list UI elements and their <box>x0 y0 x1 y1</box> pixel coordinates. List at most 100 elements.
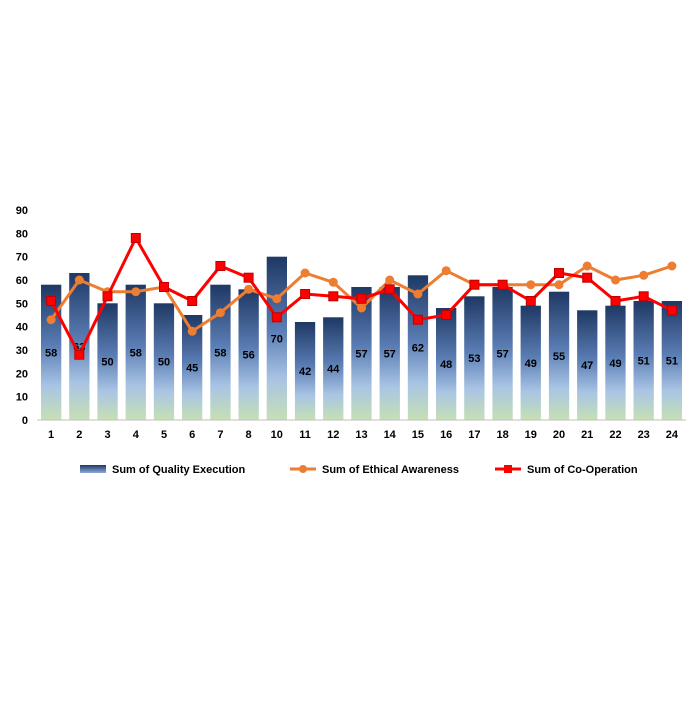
point-sum-of-co-operation-20 <box>554 268 564 278</box>
point-sum-of-co-operation-4 <box>130 233 141 243</box>
x-tick-label: 14 <box>384 429 397 441</box>
bar-data-label: 55 <box>553 351 565 363</box>
bar-data-label: 48 <box>440 359 452 371</box>
point-sum-of-ethical-awareness-1 <box>46 315 56 325</box>
point-sum-of-ethical-awareness-16 <box>441 266 451 276</box>
point-sum-of-co-operation-3 <box>102 291 113 302</box>
legend-swatch-sum-of-quality-execution <box>80 465 106 473</box>
point-sum-of-co-operation-17 <box>469 279 480 290</box>
bar-data-label: 47 <box>581 360 593 372</box>
bar-quality-execution-16 <box>436 308 457 420</box>
point-sum-of-ethical-awareness-10 <box>272 294 282 304</box>
point-sum-of-ethical-awareness-23 <box>639 270 649 280</box>
point-sum-of-ethical-awareness-15 <box>413 289 423 299</box>
point-sum-of-co-operation-16 <box>441 310 452 320</box>
x-tick-label: 19 <box>525 429 537 441</box>
point-sum-of-ethical-awareness-21 <box>582 261 592 271</box>
bar-data-label: 70 <box>271 333 283 345</box>
point-sum-of-co-operation-8 <box>243 272 254 283</box>
bar-quality-execution-2 <box>69 273 90 420</box>
bar-quality-execution-8 <box>238 289 259 420</box>
bar-data-label: 58 <box>45 347 57 359</box>
point-sum-of-co-operation-2 <box>74 349 85 360</box>
bar-quality-execution-5 <box>153 303 175 420</box>
x-tick-label: 22 <box>609 429 621 441</box>
bar-data-label: 44 <box>327 364 340 376</box>
bar-data-label: 58 <box>214 347 226 359</box>
bar-data-label: 51 <box>666 356 678 368</box>
bar-data-label: 57 <box>496 349 508 361</box>
bar-quality-execution-20 <box>548 291 570 420</box>
y-tick-label: 50 <box>16 298 28 310</box>
bar-quality-execution-15 <box>407 275 429 420</box>
point-sum-of-co-operation-6 <box>187 296 198 306</box>
bar-quality-execution-6 <box>182 315 203 420</box>
point-sum-of-ethical-awareness-24 <box>667 261 677 271</box>
bar-quality-execution-17 <box>464 296 485 420</box>
bar-data-label: 49 <box>525 358 537 370</box>
point-sum-of-ethical-awareness-6 <box>187 326 197 336</box>
bar-data-label: 45 <box>186 363 198 375</box>
x-tick-label: 5 <box>161 429 167 441</box>
bar-quality-execution-3 <box>97 303 118 420</box>
point-sum-of-co-operation-13 <box>356 293 367 304</box>
x-tick-label: 3 <box>104 429 110 441</box>
bar-quality-execution-18 <box>492 287 513 420</box>
bar-quality-execution-19 <box>520 305 541 420</box>
x-tick-label: 10 <box>271 429 283 441</box>
bar-data-label: 42 <box>299 366 311 378</box>
point-sum-of-ethical-awareness-13 <box>357 303 366 313</box>
x-tick-label: 6 <box>189 429 195 441</box>
y-tick-label: 0 <box>22 415 28 427</box>
point-sum-of-ethical-awareness-14 <box>385 275 395 285</box>
bar-quality-execution-21 <box>577 310 598 420</box>
bar-quality-execution-14 <box>379 287 400 420</box>
bar-data-label: 50 <box>101 357 113 369</box>
point-sum-of-co-operation-14 <box>384 284 395 295</box>
point-sum-of-co-operation-10 <box>271 312 282 323</box>
y-tick-label: 20 <box>16 368 28 380</box>
y-tick-label: 70 <box>16 252 28 264</box>
lines-layer <box>46 233 677 360</box>
y-tick-label: 10 <box>16 392 28 404</box>
bar-quality-execution-24 <box>661 301 682 420</box>
legend: Sum of Quality Execution Sum of Ethical A… <box>80 464 638 476</box>
y-tick-label: 40 <box>16 322 28 334</box>
bar-data-label: 50 <box>158 357 170 369</box>
x-tick-label: 24 <box>666 429 679 441</box>
y-tick-label: 90 <box>16 205 28 217</box>
bar-data-label: 51 <box>638 356 650 368</box>
legend-label-sum-of-co-operation: Sum of Co-Operation <box>527 464 638 476</box>
legend-label-sum-of-quality-execution: Sum of Quality Execution <box>112 464 246 476</box>
bar-data-label: 62 <box>412 343 424 355</box>
point-sum-of-ethical-awareness-2 <box>74 275 84 285</box>
legend-marker-icon <box>504 465 512 473</box>
bar-data-label: 57 <box>355 349 367 361</box>
x-tick-label: 1 <box>48 429 54 441</box>
y-tick-label: 80 <box>16 228 28 240</box>
point-sum-of-co-operation-23 <box>638 291 649 302</box>
x-tick-label: 11 <box>299 429 311 441</box>
point-sum-of-ethical-awareness-7 <box>215 308 225 318</box>
point-sum-of-co-operation-1 <box>46 296 57 306</box>
point-sum-of-co-operation-11 <box>300 289 311 299</box>
x-tick-label: 12 <box>327 429 339 441</box>
point-sum-of-ethical-awareness-11 <box>300 268 310 278</box>
point-sum-of-co-operation-22 <box>610 296 621 306</box>
point-sum-of-ethical-awareness-20 <box>554 280 564 290</box>
point-sum-of-co-operation-12 <box>328 291 339 302</box>
x-tick-label: 17 <box>468 429 480 441</box>
bar-quality-execution-1 <box>41 284 62 420</box>
x-tick-label: 16 <box>440 429 452 441</box>
bar-quality-execution-11 <box>294 322 316 420</box>
point-sum-of-co-operation-7 <box>215 261 226 271</box>
point-sum-of-ethical-awareness-8 <box>244 284 254 294</box>
x-tick-label: 18 <box>496 429 508 441</box>
legend-marker-icon <box>299 465 307 473</box>
point-sum-of-co-operation-15 <box>412 314 423 325</box>
bar-data-label: 53 <box>468 353 480 365</box>
x-tick-label: 8 <box>246 429 252 441</box>
bar-quality-execution-23 <box>633 301 654 420</box>
